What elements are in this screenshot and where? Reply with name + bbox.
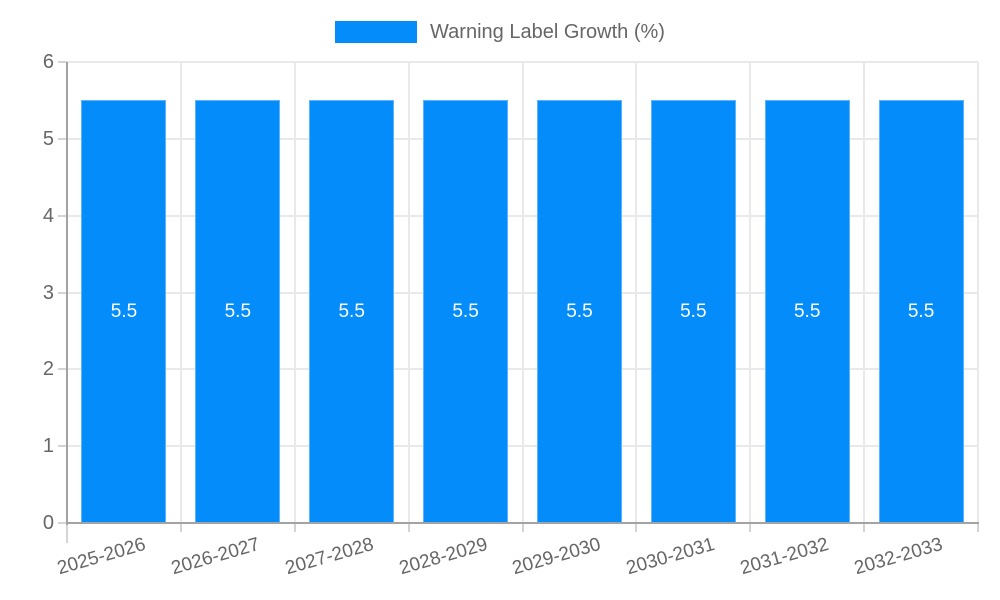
x-gridline: [521, 62, 524, 523]
bar[interactable]: 5.5: [423, 100, 509, 523]
bar-value-label: 5.5: [338, 300, 365, 322]
y-tick-mark: [58, 61, 67, 63]
y-tick-mark: [58, 214, 67, 217]
bar-value-label: 5.5: [224, 300, 252, 322]
x-tick-mark: [179, 523, 182, 532]
bar[interactable]: 5.5: [536, 100, 622, 523]
bar-value-label: 5.5: [110, 300, 138, 322]
y-axis-label: 3: [42, 281, 54, 304]
y-tick-mark: [58, 137, 67, 140]
bar[interactable]: 5.5: [81, 100, 167, 523]
y-axis-label: 0: [42, 512, 54, 534]
bar[interactable]: 5.5: [878, 100, 964, 523]
x-tick-mark: [521, 523, 524, 532]
bar-value-label: 5.5: [452, 300, 479, 322]
y-axis-label: 6: [42, 51, 54, 73]
x-tick-mark: [635, 523, 638, 532]
x-gridline: [863, 62, 866, 523]
x-tick-mark: [66, 523, 68, 543]
y-axis-label: 4: [42, 204, 54, 227]
x-tick-mark: [749, 523, 752, 532]
legend-label: Warning Label Growth (%): [430, 21, 665, 43]
bar-value-label: 5.5: [680, 300, 707, 322]
x-gridline: [977, 62, 979, 523]
x-tick-mark: [293, 523, 296, 532]
y-tick-mark: [58, 368, 67, 371]
x-axis-line: [66, 522, 979, 524]
bar-value-label: 5.5: [907, 300, 935, 322]
x-gridline: [635, 62, 638, 523]
bar[interactable]: 5.5: [650, 100, 736, 523]
y-axis-label: 5: [42, 127, 54, 150]
bar[interactable]: 5.5: [764, 100, 850, 523]
bar[interactable]: 5.5: [195, 100, 281, 523]
legend[interactable]: Warning Label Growth (%): [0, 20, 1000, 44]
x-tick-mark: [977, 523, 979, 532]
x-gridline: [749, 62, 752, 523]
y-tick-mark: [58, 522, 67, 524]
y-axis-label: 2: [42, 358, 54, 381]
bar[interactable]: 5.5: [309, 100, 395, 523]
x-gridline: [407, 62, 410, 523]
y-axis-label: 1: [42, 435, 54, 458]
x-tick-mark: [863, 523, 866, 532]
y-tick-mark: [58, 445, 67, 448]
legend-swatch: [335, 21, 418, 43]
y-tick-mark: [58, 291, 67, 294]
x-tick-mark: [407, 523, 410, 532]
x-gridline: [179, 62, 182, 523]
y-axis-line: [66, 62, 68, 525]
bar-value-label: 5.5: [566, 300, 593, 322]
bar-value-label: 5.5: [793, 300, 821, 322]
x-gridline: [293, 62, 296, 523]
